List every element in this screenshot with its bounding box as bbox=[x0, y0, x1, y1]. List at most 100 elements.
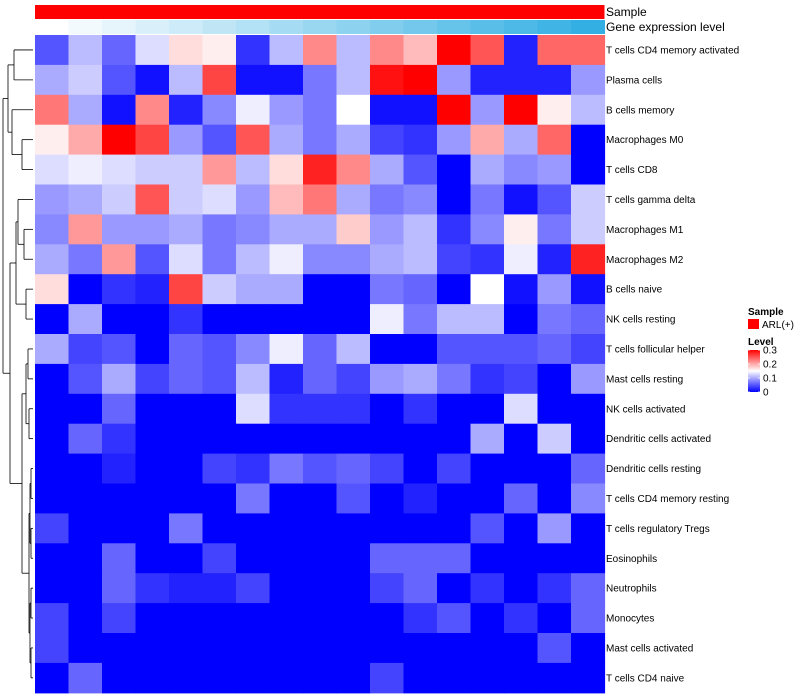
heatmap-cell bbox=[135, 184, 170, 215]
heatmap-cell bbox=[437, 603, 472, 634]
heatmap-cell bbox=[504, 483, 539, 514]
heatmap-cell bbox=[537, 543, 572, 574]
heatmap-cell bbox=[571, 573, 606, 604]
heatmap-cell bbox=[68, 214, 103, 245]
heatmap-cell bbox=[504, 184, 539, 215]
heatmap-cell bbox=[269, 393, 304, 425]
heatmap-cell bbox=[68, 423, 103, 455]
heatmap-cell bbox=[68, 35, 103, 66]
heatmap-cell bbox=[102, 603, 137, 634]
gene-expression-annotation-cell bbox=[236, 20, 270, 34]
row-label: Dendritic cells resting bbox=[606, 464, 701, 475]
heatmap-cell bbox=[303, 513, 338, 544]
heatmap-cell bbox=[303, 184, 338, 215]
heatmap-cell bbox=[370, 244, 405, 275]
heatmap-cell bbox=[336, 453, 371, 485]
row-label: B cells memory bbox=[606, 105, 674, 116]
heatmap-cell bbox=[68, 94, 103, 126]
heatmap-cell bbox=[35, 334, 70, 365]
heatmap-cell bbox=[370, 603, 405, 634]
heatmap-cell bbox=[236, 543, 271, 574]
heatmap-cell bbox=[68, 124, 103, 156]
gene-expression-annotation-cell bbox=[403, 20, 438, 34]
heatmap-cell bbox=[102, 334, 137, 365]
heatmap-cell bbox=[202, 603, 237, 634]
heatmap-cell bbox=[336, 603, 371, 634]
heatmap-cell bbox=[269, 334, 304, 365]
heatmap-cell bbox=[35, 244, 70, 275]
heatmap-cell bbox=[504, 543, 539, 574]
heatmap-cell bbox=[470, 363, 505, 395]
heatmap-cell bbox=[202, 363, 237, 395]
heatmap-cell bbox=[269, 214, 304, 245]
heatmap-cell bbox=[370, 184, 405, 215]
row-label: Neutrophils bbox=[606, 584, 657, 595]
heatmap-cell bbox=[303, 304, 338, 335]
heatmap-cell bbox=[35, 573, 70, 604]
row-label: Plasma cells bbox=[606, 75, 662, 86]
heatmap-cell bbox=[202, 483, 237, 514]
row-label: B cells naive bbox=[606, 285, 663, 296]
heatmap-cell bbox=[571, 184, 606, 215]
heatmap-cell bbox=[504, 513, 539, 544]
heatmap-cell bbox=[370, 334, 405, 365]
heatmap-cell bbox=[68, 244, 103, 275]
heatmap-cell bbox=[202, 35, 237, 66]
heatmap-cell bbox=[35, 393, 70, 425]
heatmap-cell bbox=[135, 662, 170, 694]
heatmap-cell bbox=[470, 214, 505, 245]
heatmap-cell bbox=[537, 603, 572, 634]
heatmap-cell bbox=[135, 154, 170, 186]
heatmap-cell bbox=[236, 513, 271, 544]
heatmap-cell bbox=[68, 662, 103, 694]
heatmap-cell bbox=[236, 633, 271, 664]
heatmap-cell bbox=[169, 543, 204, 574]
heatmap-cell bbox=[35, 274, 70, 305]
heatmap-cell bbox=[571, 363, 606, 395]
legend-level-title: Level bbox=[748, 337, 774, 348]
heatmap-cell bbox=[269, 423, 304, 455]
heatmap-cell bbox=[403, 573, 438, 604]
heatmap-cell bbox=[269, 124, 304, 156]
heatmap-cell bbox=[135, 513, 170, 544]
legend-tick-label: 0.1 bbox=[763, 374, 777, 385]
heatmap-cell bbox=[537, 633, 572, 664]
heatmap-cell bbox=[571, 453, 606, 485]
heatmap-cell bbox=[537, 214, 572, 245]
heatmap-cell bbox=[336, 513, 371, 544]
heatmap-cell bbox=[571, 94, 606, 126]
heatmap-cell bbox=[437, 184, 472, 215]
heatmap-cell bbox=[269, 453, 304, 485]
heatmap-cell bbox=[470, 334, 505, 365]
heatmap-cell bbox=[470, 64, 505, 96]
heatmap-cell bbox=[470, 513, 505, 544]
heatmap-cell bbox=[169, 573, 204, 604]
gene-expression-annotation-cell bbox=[303, 20, 337, 34]
heatmap-cell bbox=[437, 64, 472, 96]
heatmap-cell bbox=[437, 94, 472, 126]
heatmap-cell bbox=[571, 244, 606, 275]
heatmap-cell bbox=[169, 214, 204, 245]
legend-sample-title: Sample bbox=[748, 307, 784, 318]
heatmap-cell bbox=[504, 453, 539, 485]
heatmap-cell bbox=[169, 453, 204, 485]
heatmap-cell bbox=[437, 573, 472, 604]
heatmap-cell bbox=[470, 94, 505, 126]
heatmap-cell bbox=[68, 304, 103, 335]
heatmap-cell bbox=[403, 513, 438, 544]
heatmap-cell bbox=[504, 214, 539, 245]
row-label: T cells gamma delta bbox=[606, 195, 696, 206]
heatmap-cell bbox=[68, 573, 103, 604]
heatmap-cell bbox=[68, 453, 103, 485]
heatmap-cell bbox=[269, 573, 304, 604]
heatmap-cell bbox=[135, 543, 170, 574]
heatmap-cell bbox=[135, 453, 170, 485]
heatmap-cells bbox=[35, 35, 606, 694]
heatmap-cell bbox=[236, 603, 271, 634]
heatmap-cell bbox=[370, 154, 405, 186]
heatmap-cell bbox=[135, 214, 170, 245]
heatmap-cell bbox=[336, 94, 371, 126]
heatmap-cell bbox=[537, 124, 572, 156]
